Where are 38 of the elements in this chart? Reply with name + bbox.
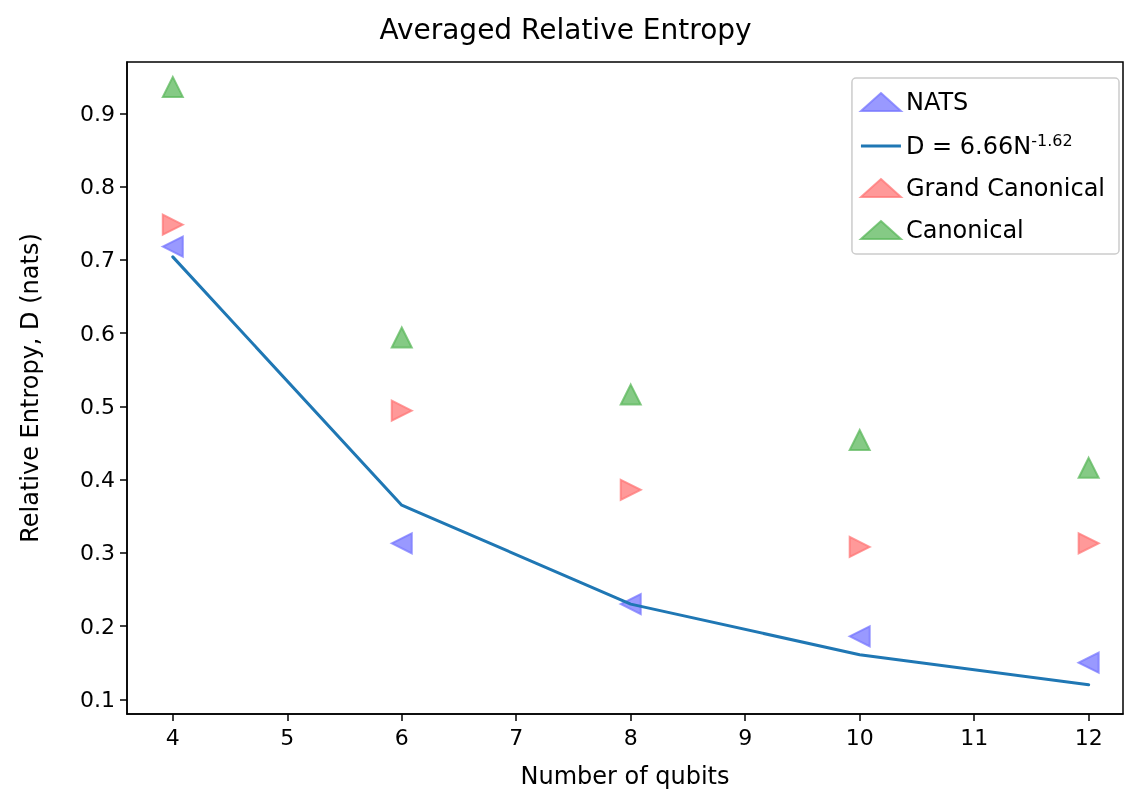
y-tick-label: 0.4: [80, 467, 115, 493]
point: [848, 429, 871, 452]
x-tick-label: 7: [509, 724, 524, 750]
x-tick-label: 12: [1074, 724, 1103, 750]
point: [161, 235, 184, 258]
point: [161, 213, 184, 236]
y-tick-label: 0.5: [80, 393, 115, 419]
point: [848, 625, 871, 648]
point: [619, 478, 642, 501]
point: [390, 532, 413, 555]
x-tick-label: 6: [394, 724, 409, 750]
point: [161, 75, 184, 98]
legend-label: Grand Canonical: [905, 174, 1106, 202]
x-axis-title: Number of qubits: [520, 762, 730, 790]
x-tick-label: 4: [165, 724, 180, 750]
y-tick-label: 0.6: [80, 320, 115, 346]
point: [390, 399, 413, 422]
point: [848, 535, 871, 558]
y-tick-label: 0.1: [80, 686, 115, 712]
x-tick-label: 10: [845, 724, 874, 750]
point: [1077, 651, 1100, 674]
chart-title: Averaged Relative Entropy: [379, 12, 752, 46]
legend-label: NATS: [905, 88, 969, 116]
y-tick-label: 0.9: [80, 100, 115, 126]
y-tick-label: 0.8: [80, 174, 115, 200]
y-tick-label: 0.7: [80, 247, 115, 273]
y-tick-label: 0.3: [80, 540, 115, 566]
point: [1077, 456, 1100, 479]
x-tick-label: 5: [280, 724, 295, 750]
point: [390, 326, 413, 349]
x-tick-label: 9: [738, 724, 753, 750]
point: [619, 383, 642, 406]
point: [1077, 532, 1100, 555]
y-tick-label: 0.2: [80, 613, 115, 639]
x-tick-label: 8: [623, 724, 638, 750]
legend-label: Canonical: [905, 216, 1024, 244]
y-axis-title: Relative Entropy, D (nats): [16, 233, 44, 543]
x-tick-label: 11: [960, 724, 989, 750]
